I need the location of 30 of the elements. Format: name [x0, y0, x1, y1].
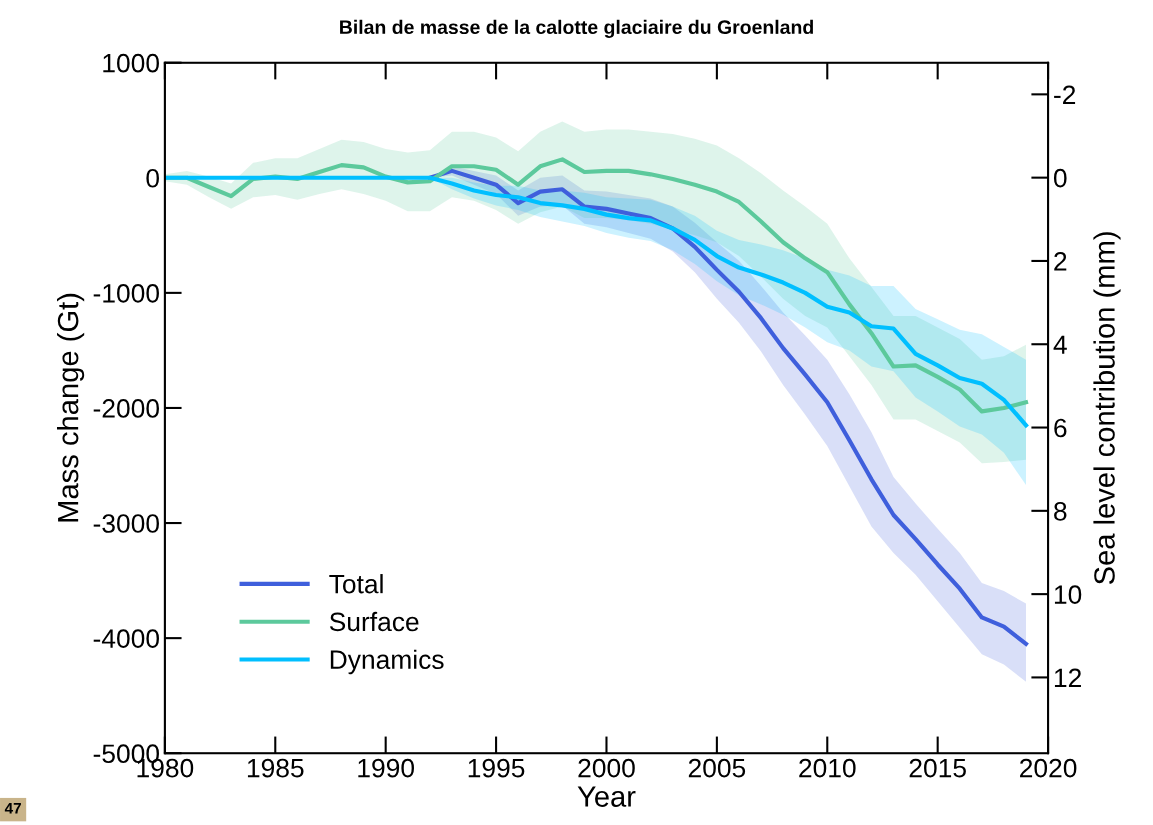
y2-tick-label: 0	[1053, 168, 1067, 188]
text: 47	[4, 803, 21, 814]
y2-tick-label: 6	[1054, 418, 1067, 438]
y-axis-title: Mass change (Gt)	[57, 293, 85, 522]
y2-tick-label: 4	[1053, 335, 1067, 354]
y-tick-label: -3000	[93, 514, 159, 533]
x-tick-label: 1990	[358, 758, 414, 778]
y2-tick-label: 8	[1054, 501, 1067, 521]
y-tick-label: 1000	[103, 53, 159, 73]
x-tick-label: 2015	[909, 758, 966, 778]
y2-tick-label: 10	[1054, 585, 1082, 604]
legend-label: Surface	[329, 611, 419, 632]
legend-label: Total	[329, 574, 383, 594]
chart-title: Bilan de masse de la calotte glaciaire du Groenland	[340, 19, 813, 38]
x-tick-label: 1995	[468, 758, 525, 778]
x-tick-label: 2010	[799, 758, 856, 778]
x-tick-label: 2005	[688, 758, 746, 778]
y-tick-label: -2000	[93, 399, 159, 418]
x-tick-label: 2020	[1020, 758, 1077, 778]
y-tick-label: -4000	[93, 629, 159, 648]
y2-tick-label: 12	[1054, 668, 1081, 687]
y2-tick-label: 2	[1054, 252, 1067, 271]
y2-axis-title: Sea level contribution (mm)	[1093, 232, 1121, 585]
x-tick-label: 1985	[247, 758, 304, 778]
y-tick-label: -1000	[93, 284, 159, 303]
y-tick-label: 0	[146, 168, 159, 188]
x-tick-label: 2000	[578, 758, 635, 778]
legend-label: Dynamics	[330, 649, 444, 675]
y2-tick-label: -2	[1054, 85, 1076, 104]
x-axis-title: Year	[577, 786, 636, 807]
